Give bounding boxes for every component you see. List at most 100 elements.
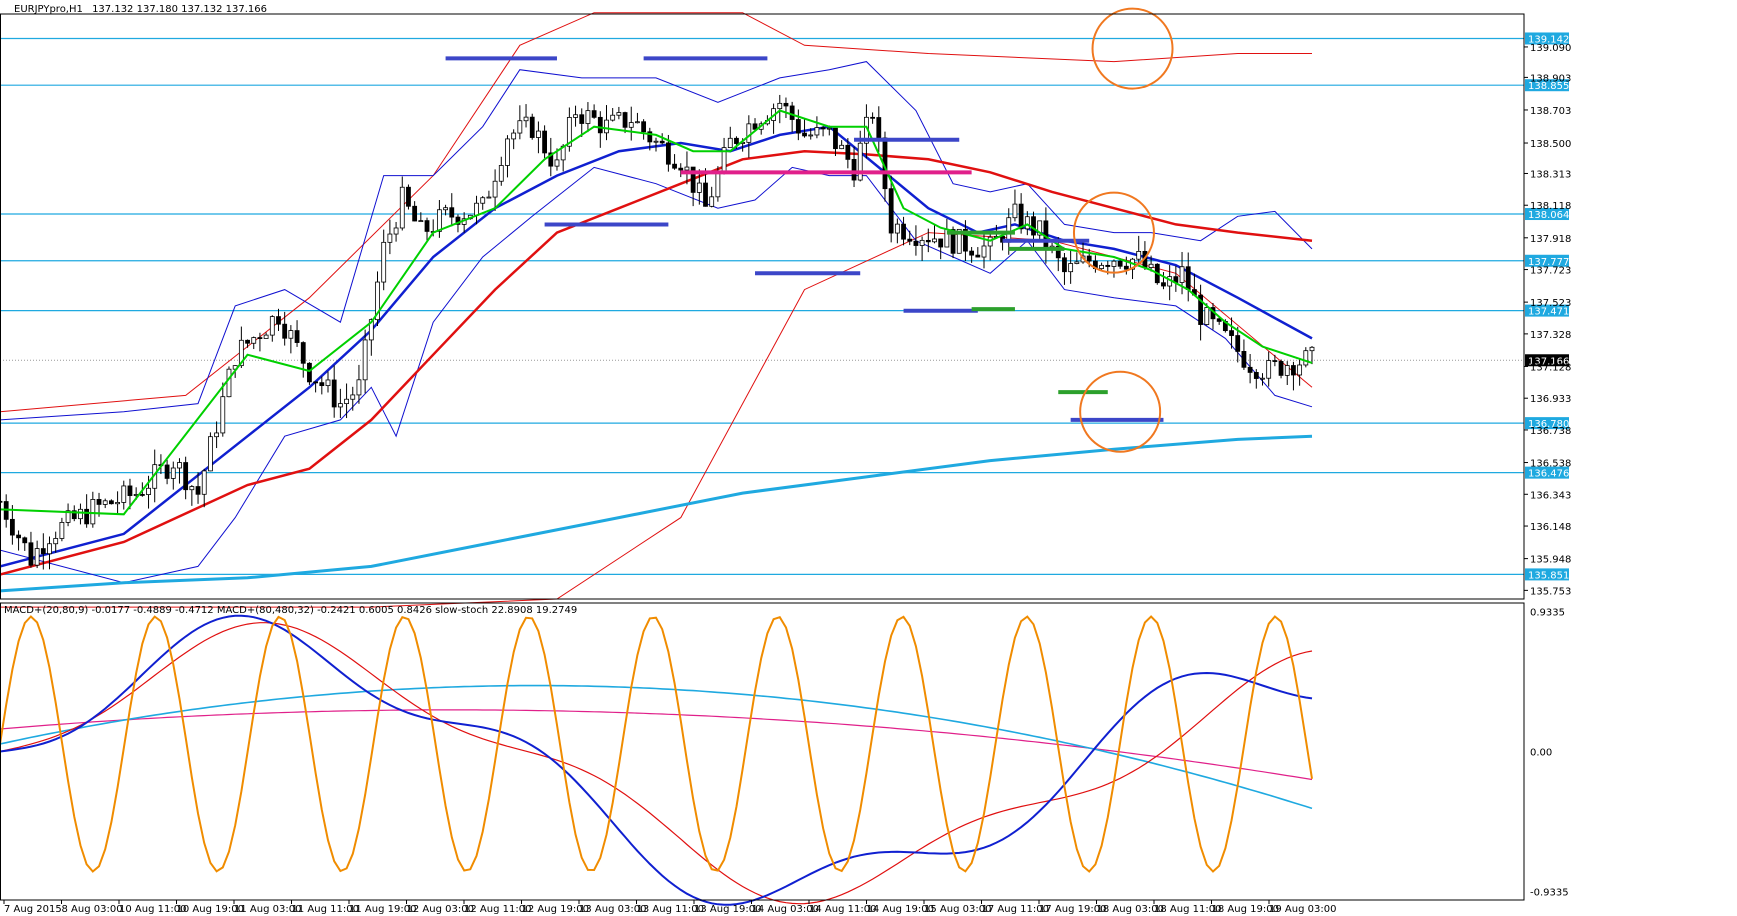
price-tick-2: 138.703 — [1530, 106, 1571, 117]
price-tick-1: 138.903 — [1530, 73, 1571, 84]
candle-133 — [820, 127, 826, 130]
level-tag-3: 137.777 — [1528, 257, 1569, 268]
price-pane-border — [0, 13, 1525, 600]
x-tick-1: 8 Aug 03:00 — [62, 904, 123, 915]
candle-121 — [746, 123, 752, 143]
highlight-circle-2 — [1079, 370, 1162, 453]
price-tick-11: 136.933 — [1530, 394, 1571, 405]
candle-145 — [894, 223, 900, 234]
candle-36 — [220, 396, 226, 434]
candle-105 — [647, 131, 653, 143]
x-tick-21: 18 Aug 19:00 — [1212, 904, 1279, 915]
candle-148 — [913, 240, 919, 246]
candle-176 — [1086, 255, 1092, 262]
candle-32 — [195, 486, 201, 495]
candle-141 — [870, 116, 876, 119]
candle-104 — [641, 121, 647, 133]
candle-57 — [350, 394, 356, 400]
candle-6 — [34, 548, 40, 566]
candle-147 — [907, 238, 913, 242]
candle-152 — [938, 238, 944, 248]
candle-209 — [1291, 365, 1296, 376]
level-tag-bg-3 — [1525, 254, 1569, 267]
candle-118 — [727, 137, 733, 149]
osc-tick-0: 0.9335 — [1530, 607, 1565, 618]
level-tag-bg-0 — [1525, 32, 1569, 45]
candle-135 — [833, 127, 838, 150]
candle-201 — [1241, 351, 1247, 368]
price-tick-13: 136.538 — [1530, 459, 1571, 470]
candle-5 — [28, 542, 34, 566]
candle-30 — [183, 462, 189, 491]
oscillator-pane[interactable] — [0, 614, 1313, 906]
candle-181 — [1117, 260, 1123, 267]
moving-average-green — [0, 109, 1313, 516]
candle-106 — [653, 140, 659, 143]
level-tag-bg-5 — [1525, 417, 1569, 430]
candle-202 — [1247, 366, 1253, 373]
candle-90 — [554, 159, 560, 167]
candle-34 — [208, 436, 213, 472]
candle-136 — [839, 144, 845, 150]
candle-119 — [734, 137, 739, 144]
candle-17 — [102, 500, 108, 505]
level-tag-5: 136.780 — [1528, 419, 1569, 430]
candle-93 — [573, 114, 578, 118]
candle-11 — [65, 510, 71, 523]
level-tag-6: 136.476 — [1528, 469, 1569, 480]
candle-155 — [956, 228, 962, 254]
x-tick-19: 18 Aug 03:00 — [1097, 904, 1164, 915]
x-tick-0: 7 Aug 2015 — [4, 904, 62, 915]
candle-92 — [566, 117, 572, 147]
candle-95 — [585, 110, 591, 124]
candle-101 — [622, 112, 628, 128]
x-tick-13: 14 Aug 03:00 — [752, 904, 819, 915]
candle-169 — [1043, 220, 1049, 248]
candle-83 — [511, 132, 517, 140]
x-tick-14: 14 Aug 11:00 — [809, 904, 876, 915]
x-tick-4: 11 Aug 03:00 — [234, 904, 301, 915]
price-pane[interactable] — [0, 7, 1524, 608]
candle-113 — [696, 182, 702, 193]
candle-195 — [1204, 307, 1210, 325]
candle-132 — [814, 127, 820, 136]
current-price-tag: 137.166 — [1528, 356, 1569, 367]
candle-149 — [919, 239, 925, 246]
candle-199 — [1229, 330, 1234, 336]
x-tick-5: 11 Aug 11:00 — [292, 904, 359, 915]
candle-65 — [399, 186, 405, 229]
candle-171 — [1055, 245, 1061, 259]
level-tag-1: 138.855 — [1528, 81, 1569, 92]
level-tag-2: 138.064 — [1528, 210, 1569, 221]
candle-63 — [387, 233, 393, 243]
candle-107 — [659, 140, 665, 144]
macd-fast — [0, 614, 1313, 906]
candle-55 — [337, 403, 343, 408]
price-tick-0: 139.090 — [1530, 43, 1571, 54]
candle-43 — [263, 334, 269, 339]
candle-77 — [474, 202, 479, 216]
moving-average-cyan — [0, 434, 1313, 593]
x-tick-12: 13 Aug 19:00 — [694, 904, 761, 915]
candle-71 — [436, 209, 442, 232]
x-tick-3: 10 Aug 19:00 — [177, 904, 244, 915]
candle-67 — [412, 205, 418, 222]
candle-48 — [294, 330, 300, 343]
candle-127 — [783, 102, 789, 107]
candle-20 — [121, 485, 127, 503]
candle-192 — [1185, 266, 1191, 290]
axes: 139.142 138.855 138.064 137.777 137.471 136.7… — [0, 13, 1571, 915]
candle-134 — [826, 127, 832, 130]
candle-186 — [1148, 263, 1154, 268]
price-tick-8: 137.523 — [1530, 298, 1571, 309]
x-tick-10: 13 Aug 03:00 — [579, 904, 646, 915]
candle-203 — [1253, 372, 1259, 379]
candle-96 — [591, 110, 597, 118]
candle-33 — [201, 470, 207, 495]
candle-179 — [1105, 264, 1111, 267]
macd-fast-signal — [0, 622, 1313, 905]
x-tick-17: 17 Aug 11:00 — [982, 904, 1049, 915]
candle-114 — [703, 182, 708, 207]
candle-23 — [139, 494, 145, 496]
x-tick-11: 13 Aug 11:00 — [637, 904, 704, 915]
